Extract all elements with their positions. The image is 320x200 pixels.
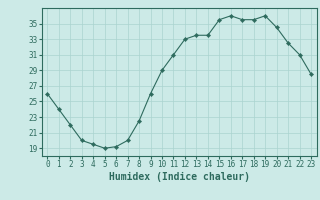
X-axis label: Humidex (Indice chaleur): Humidex (Indice chaleur) (109, 172, 250, 182)
